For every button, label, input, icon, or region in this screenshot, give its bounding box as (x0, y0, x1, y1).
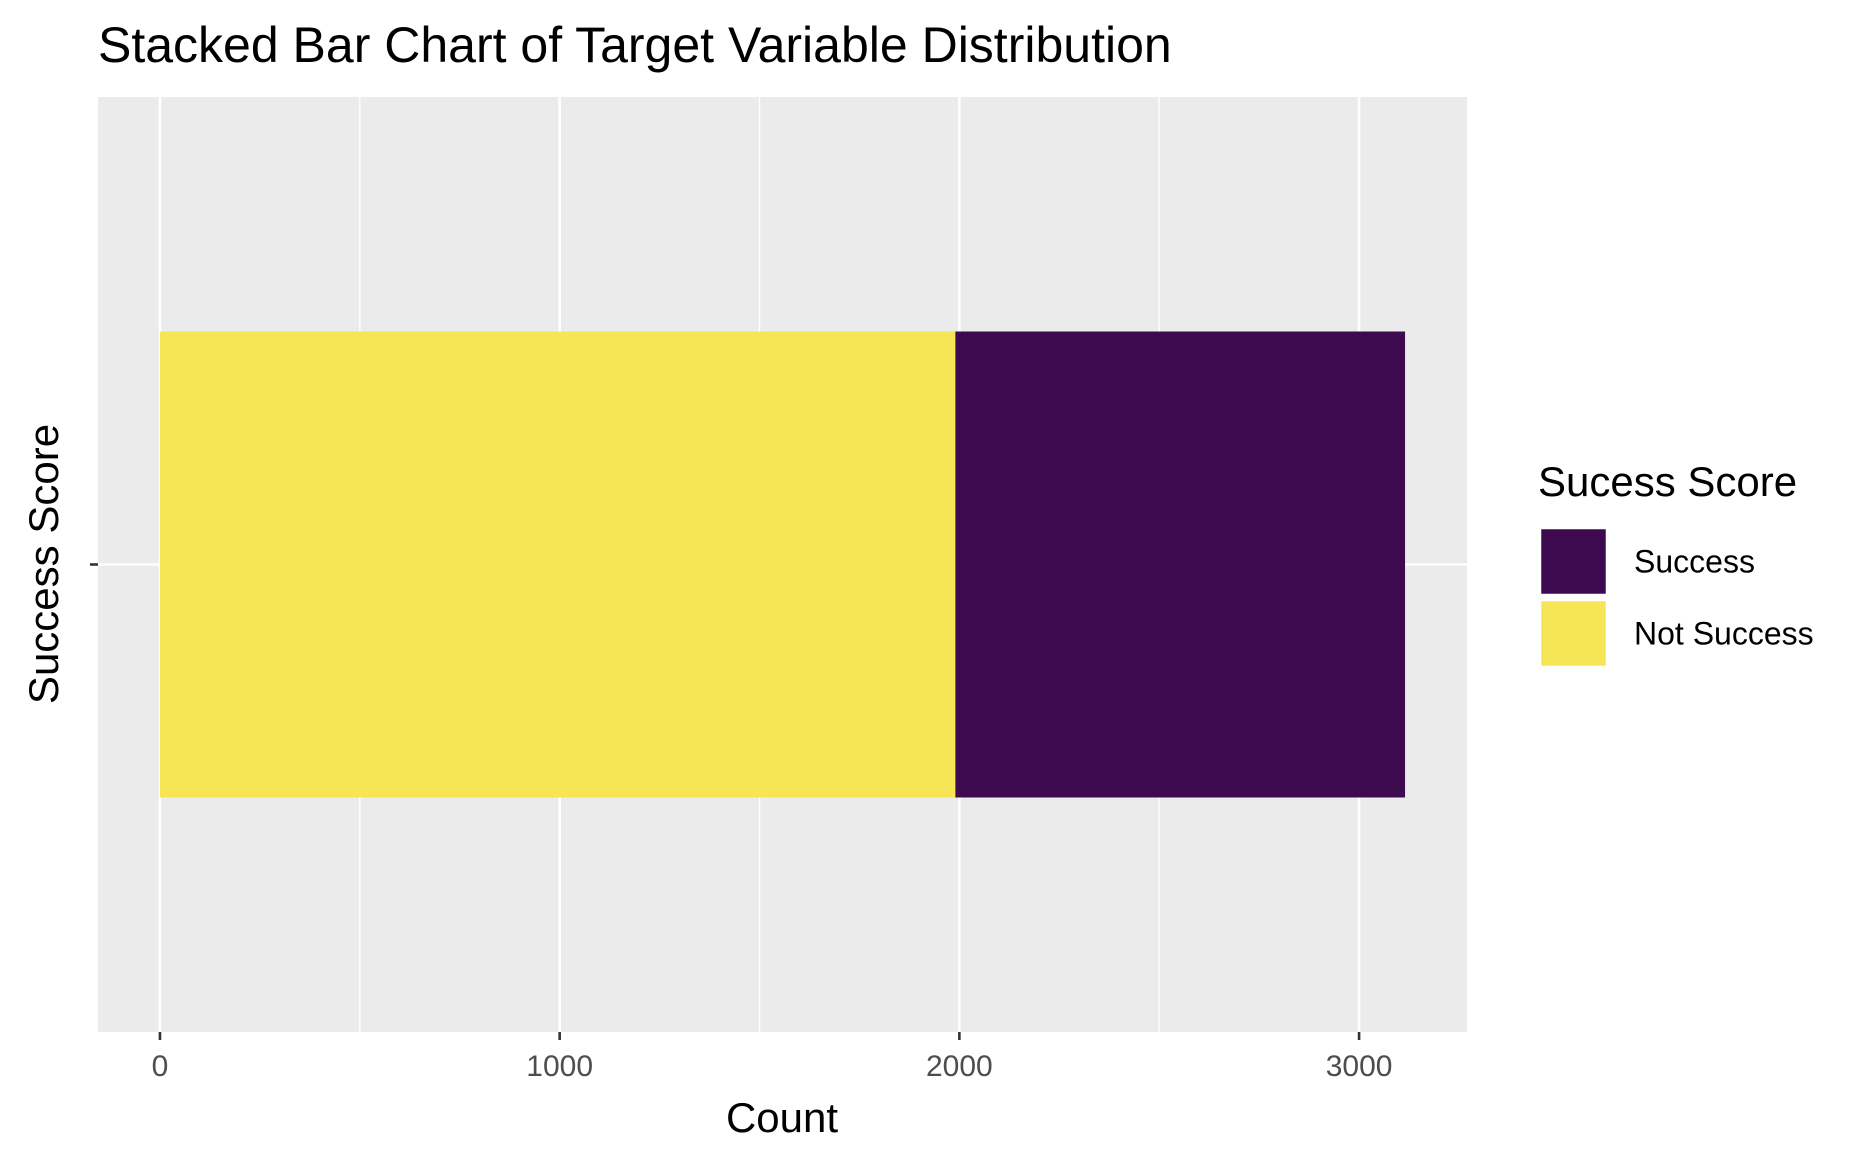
bars (159, 331, 1406, 798)
x-tick-label-1: 1000 (526, 1050, 593, 1083)
y-axis-title: Success Score (20, 424, 67, 704)
x-tick-label-3: 3000 (1326, 1050, 1393, 1083)
legend-label-success: Success (1634, 544, 1755, 580)
legend-label-not-success: Not Success (1634, 616, 1814, 652)
legend: Sucess Score Success Not Success (1538, 458, 1814, 669)
chart-title: Stacked Bar Chart of Target Variable Dis… (98, 17, 1172, 73)
legend-key-not-success (1538, 598, 1609, 669)
x-axis-title: Count (726, 1094, 838, 1141)
bar-segment-not-success (159, 331, 956, 798)
legend-key-success (1538, 526, 1609, 597)
x-tick-label-2: 2000 (926, 1050, 993, 1083)
legend-entries: Success Not Success (1538, 526, 1814, 669)
x-tick-label-0: 0 (152, 1050, 169, 1083)
x-axis-ticks: 0 1000 2000 3000 (152, 1032, 1393, 1083)
legend-title: Sucess Score (1538, 458, 1797, 505)
bar-segment-success (955, 331, 1406, 798)
